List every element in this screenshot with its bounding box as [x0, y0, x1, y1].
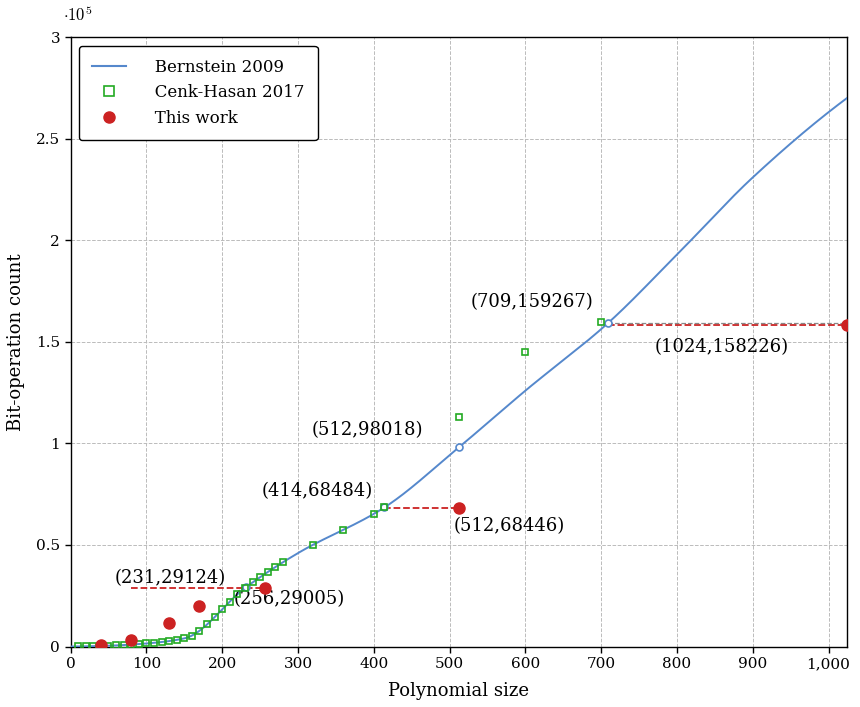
Line: Cenk-Hasan 2017: Cenk-Hasan 2017	[75, 318, 605, 650]
Cenk-Hasan 2017	[179, 634, 189, 643]
Text: (512,98018): (512,98018)	[311, 421, 423, 439]
Text: (231,29124): (231,29124)	[114, 570, 226, 588]
Cenk-Hasan 2017	[379, 503, 390, 512]
Cenk-Hasan 2017	[149, 638, 159, 647]
Cenk-Hasan 2017	[119, 641, 129, 649]
Cenk-Hasan 2017	[141, 639, 151, 648]
Cenk-Hasan 2017	[262, 568, 273, 576]
This work	[194, 602, 205, 610]
Cenk-Hasan 2017	[95, 642, 106, 650]
Line: Bernstein 2009: Bernstein 2009	[71, 98, 847, 646]
Cenk-Hasan 2017	[133, 640, 144, 648]
Cenk-Hasan 2017	[453, 413, 464, 421]
Cenk-Hasan 2017	[157, 638, 167, 646]
Bernstein 2009	[517, 390, 527, 398]
Cenk-Hasan 2017	[194, 626, 205, 635]
Bernstein 2009	[537, 373, 547, 381]
Cenk-Hasan 2017	[103, 641, 114, 650]
Cenk-Hasan 2017	[111, 641, 121, 650]
Cenk-Hasan 2017	[171, 636, 181, 644]
Cenk-Hasan 2017	[338, 525, 348, 534]
Cenk-Hasan 2017	[270, 563, 280, 571]
Cenk-Hasan 2017	[232, 590, 243, 599]
Bernstein 2009	[734, 187, 744, 195]
Cenk-Hasan 2017	[369, 510, 379, 518]
Text: (512,68446): (512,68446)	[453, 517, 565, 534]
This work	[453, 503, 464, 512]
Cenk-Hasan 2017	[308, 540, 318, 549]
Bernstein 2009	[654, 268, 665, 276]
Cenk-Hasan 2017	[240, 584, 250, 592]
Cenk-Hasan 2017	[224, 597, 235, 606]
Cenk-Hasan 2017	[164, 637, 175, 645]
This work	[260, 583, 270, 592]
Line: This work: This work	[95, 320, 852, 650]
Cenk-Hasan 2017	[89, 642, 99, 650]
Bernstein 2009	[842, 94, 852, 103]
Cenk-Hasan 2017	[81, 642, 91, 650]
Text: (1024,158226): (1024,158226)	[654, 338, 789, 356]
Bernstein 2009	[114, 641, 124, 650]
Legend:    Bernstein 2009,    Cenk-Hasan 2017,    This work: Bernstein 2009, Cenk-Hasan 2017, This wo…	[79, 46, 317, 140]
This work	[842, 321, 852, 329]
This work	[126, 636, 137, 645]
Text: (256,29005): (256,29005)	[234, 590, 345, 608]
Cenk-Hasan 2017	[520, 348, 531, 356]
Bernstein 2009	[560, 354, 570, 363]
X-axis label: Polynomial size: Polynomial size	[388, 682, 529, 700]
Text: (414,68484): (414,68484)	[261, 482, 373, 501]
This work	[164, 619, 175, 627]
Cenk-Hasan 2017	[187, 631, 197, 640]
Cenk-Hasan 2017	[217, 605, 227, 614]
Text: $\cdot 10^5$: $\cdot 10^5$	[63, 6, 92, 25]
Cenk-Hasan 2017	[126, 641, 137, 649]
Cenk-Hasan 2017	[248, 578, 258, 587]
Cenk-Hasan 2017	[210, 613, 220, 621]
Cenk-Hasan 2017	[278, 558, 288, 566]
Cenk-Hasan 2017	[255, 573, 265, 581]
Cenk-Hasan 2017	[73, 642, 83, 650]
Text: (709,159267): (709,159267)	[470, 293, 593, 311]
Bernstein 2009	[66, 642, 77, 650]
Cenk-Hasan 2017	[596, 317, 606, 326]
This work	[95, 641, 106, 649]
Cenk-Hasan 2017	[202, 620, 212, 629]
Y-axis label: Bit-operation count: Bit-operation count	[7, 253, 25, 431]
